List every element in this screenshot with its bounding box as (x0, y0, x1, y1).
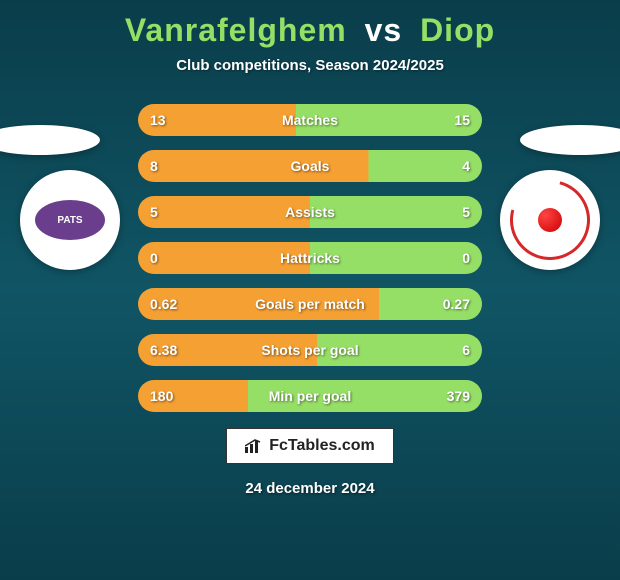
stat-value-right: 6 (462, 342, 470, 358)
player-right-name: Diop (420, 12, 495, 48)
stat-value-left: 0 (150, 250, 158, 266)
team-badge-right-logo (510, 180, 590, 260)
stat-label: Hattricks (280, 250, 340, 266)
stat-label: Min per goal (269, 388, 351, 404)
stat-value-left: 6.38 (150, 342, 177, 358)
stat-row: 180 Min per goal 379 (138, 380, 482, 412)
player-left-name: Vanrafelghem (125, 12, 347, 48)
stat-label: Goals (291, 158, 330, 174)
stat-value-left: 5 (150, 204, 158, 220)
date-text: 24 december 2024 (0, 480, 620, 497)
footer: FcTables.com 24 december 2024 (0, 428, 620, 497)
stat-value-right: 0 (462, 250, 470, 266)
stat-value-left: 8 (150, 158, 158, 174)
subtitle: Club competitions, Season 2024/2025 (0, 57, 620, 74)
stat-value-right: 4 (462, 158, 470, 174)
team-badge-left-logo: PATS (35, 200, 105, 240)
page-title: Vanrafelghem vs Diop (0, 12, 620, 49)
stat-row: 13 Matches 15 (138, 104, 482, 136)
header: Vanrafelghem vs Diop Club competitions, … (0, 0, 620, 74)
brand-box[interactable]: FcTables.com (226, 428, 394, 464)
stat-label: Shots per goal (261, 342, 358, 358)
stat-value-left: 0.62 (150, 296, 177, 312)
team-badge-right (500, 170, 600, 270)
team-badge-left: PATS (20, 170, 120, 270)
stat-value-left: 180 (150, 388, 173, 404)
stat-label: Assists (285, 204, 335, 220)
stat-value-left: 13 (150, 112, 166, 128)
stat-value-right: 0.27 (443, 296, 470, 312)
stat-row: 5 Assists 5 (138, 196, 482, 228)
stat-row: 8 Goals 4 (138, 150, 482, 182)
chart-icon (245, 439, 263, 453)
stat-value-right: 15 (454, 112, 470, 128)
stat-value-right: 379 (447, 388, 470, 404)
stat-label: Matches (282, 112, 338, 128)
vs-text: vs (365, 12, 403, 48)
stat-row: 0.62 Goals per match 0.27 (138, 288, 482, 320)
stat-value-right: 5 (462, 204, 470, 220)
brand-text: FcTables.com (269, 437, 375, 455)
stat-label: Goals per match (255, 296, 365, 312)
stat-row: 0 Hattricks 0 (138, 242, 482, 274)
stat-row: 6.38 Shots per goal 6 (138, 334, 482, 366)
